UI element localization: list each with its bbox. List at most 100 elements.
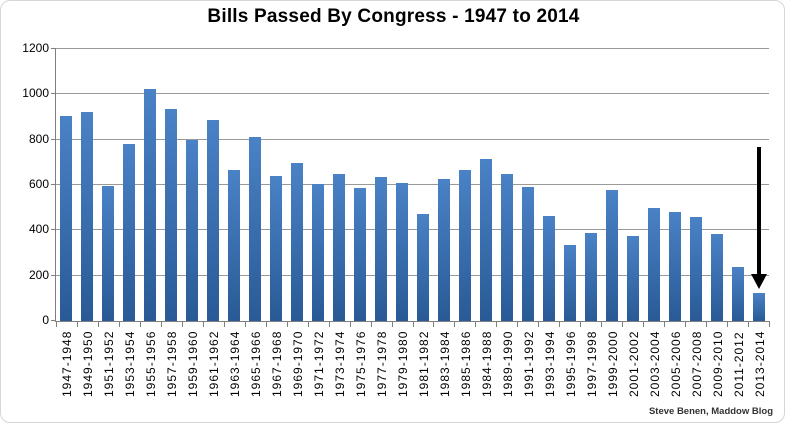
bar-1979-1980 bbox=[396, 183, 408, 321]
bar-1973-1974 bbox=[333, 174, 345, 321]
bar-1999-2000 bbox=[606, 190, 618, 321]
bar-2011-2012 bbox=[732, 267, 744, 321]
bar-1967-1968 bbox=[270, 176, 282, 321]
x-axis-tick bbox=[161, 322, 162, 327]
x-axis-label: 1989-1990 bbox=[501, 330, 515, 397]
x-axis-tick bbox=[392, 322, 393, 327]
bar-1961-1962 bbox=[207, 120, 219, 321]
x-axis-tick bbox=[56, 322, 57, 327]
x-axis-tick bbox=[769, 322, 770, 327]
gridline bbox=[56, 184, 769, 185]
x-axis-tick bbox=[98, 322, 99, 327]
y-axis-tick bbox=[51, 93, 56, 95]
x-axis-tick bbox=[685, 322, 686, 327]
bar-1951-1952 bbox=[102, 186, 114, 321]
x-axis-label: 1971-1972 bbox=[312, 330, 326, 397]
bar-2005-2006 bbox=[669, 212, 681, 321]
x-axis-tick bbox=[140, 322, 141, 327]
gridline bbox=[56, 138, 769, 140]
x-axis-label: 1963-1964 bbox=[228, 330, 242, 397]
x-axis-label: 1969-1970 bbox=[291, 330, 305, 397]
x-axis-tick bbox=[706, 322, 707, 327]
x-axis-tick bbox=[287, 322, 288, 327]
y-axis-label: 0 bbox=[42, 313, 49, 327]
x-axis-label: 1981-1982 bbox=[417, 330, 431, 397]
y-axis-label: 1000 bbox=[22, 86, 49, 101]
x-axis-tick bbox=[748, 322, 749, 327]
x-axis-tick bbox=[496, 322, 497, 327]
x-axis-tick bbox=[622, 322, 623, 327]
bar-1991-1992 bbox=[522, 187, 534, 321]
bar-1947-1948 bbox=[60, 116, 72, 321]
gridline bbox=[56, 93, 769, 95]
bar-2009-2010 bbox=[711, 234, 723, 321]
x-axis-tick bbox=[203, 322, 204, 327]
y-axis-label: 800 bbox=[28, 131, 49, 146]
bar-2013-2014 bbox=[753, 293, 765, 321]
bar-1984-1988 bbox=[480, 159, 492, 321]
y-axis-tick bbox=[51, 274, 56, 276]
y-axis-line bbox=[55, 49, 56, 322]
x-axis-tick bbox=[433, 322, 434, 327]
x-axis-label: 1959-1960 bbox=[186, 330, 200, 397]
bar-1955-1956 bbox=[144, 89, 156, 321]
x-axis-tick bbox=[245, 322, 246, 327]
x-axis-label: 2005-2006 bbox=[669, 330, 683, 397]
x-axis-label: 2003-2004 bbox=[648, 330, 662, 397]
y-axis-tick bbox=[51, 138, 56, 140]
x-axis-tick bbox=[601, 322, 602, 327]
x-axis-tick bbox=[727, 322, 728, 327]
y-axis-tick bbox=[51, 184, 56, 185]
x-axis-label: 1967-1968 bbox=[270, 330, 284, 397]
bar-1997-1998 bbox=[585, 233, 597, 321]
bar-1993-1994 bbox=[543, 216, 555, 321]
bar-1965-1966 bbox=[249, 137, 261, 321]
x-axis-label: 2007-2008 bbox=[690, 330, 704, 397]
x-axis-label: 1947-1948 bbox=[60, 330, 74, 397]
x-axis-label: 1984-1988 bbox=[480, 330, 494, 397]
gridline bbox=[56, 274, 769, 276]
y-axis-label: 1200 bbox=[22, 41, 49, 55]
plot-area bbox=[56, 48, 769, 322]
x-axis-label: 1955-1956 bbox=[144, 330, 158, 397]
x-axis-label: 1995-1996 bbox=[564, 330, 578, 397]
x-axis-tick bbox=[119, 322, 120, 327]
bar-1983-1984 bbox=[438, 179, 450, 321]
x-axis-tick bbox=[475, 322, 476, 327]
x-axis-label: 1949-1950 bbox=[81, 330, 95, 397]
x-axis-label: 2013-2014 bbox=[753, 330, 767, 397]
bar-1977-1978 bbox=[375, 177, 387, 321]
x-axis-label: 2011-2012 bbox=[732, 331, 746, 398]
x-axis-label: 1957-1958 bbox=[165, 330, 179, 397]
bar-1963-1964 bbox=[228, 170, 240, 321]
y-axis-label: 400 bbox=[28, 222, 49, 237]
credit-text: Steve Benen, Maddow Blog bbox=[648, 406, 773, 417]
x-axis-label: 1965-1966 bbox=[249, 330, 263, 397]
bar-1971-1972 bbox=[312, 184, 324, 321]
bar-1953-1954 bbox=[123, 144, 135, 321]
x-axis-tick bbox=[643, 322, 644, 327]
x-axis-tick bbox=[454, 322, 455, 327]
gridline bbox=[56, 229, 769, 231]
x-axis-label: 1993-1994 bbox=[543, 330, 557, 397]
bar-1969-1970 bbox=[291, 163, 303, 321]
x-axis-tick bbox=[182, 322, 183, 327]
down-arrow-line bbox=[757, 147, 761, 275]
bar-2001-2002 bbox=[627, 236, 639, 321]
gridline bbox=[56, 321, 769, 322]
chart-title: Bills Passed By Congress - 1947 to 2014 bbox=[207, 6, 580, 27]
x-axis-tick bbox=[371, 322, 372, 327]
x-axis-tick bbox=[329, 322, 330, 327]
x-axis-label: 2009-2010 bbox=[711, 330, 725, 397]
bar-1959-1960 bbox=[186, 140, 198, 321]
y-axis-tick bbox=[51, 229, 56, 231]
x-axis-label: 1991-1992 bbox=[522, 330, 536, 397]
bar-1985-1986 bbox=[459, 170, 471, 321]
x-axis-tick bbox=[350, 322, 351, 327]
bar-1949-1950 bbox=[81, 112, 93, 321]
x-axis-label: 1985-1986 bbox=[459, 330, 473, 397]
x-axis-label: 1979-1980 bbox=[396, 330, 410, 397]
y-axis-label: 600 bbox=[28, 177, 49, 191]
x-axis-label: 1961-1962 bbox=[207, 330, 221, 397]
